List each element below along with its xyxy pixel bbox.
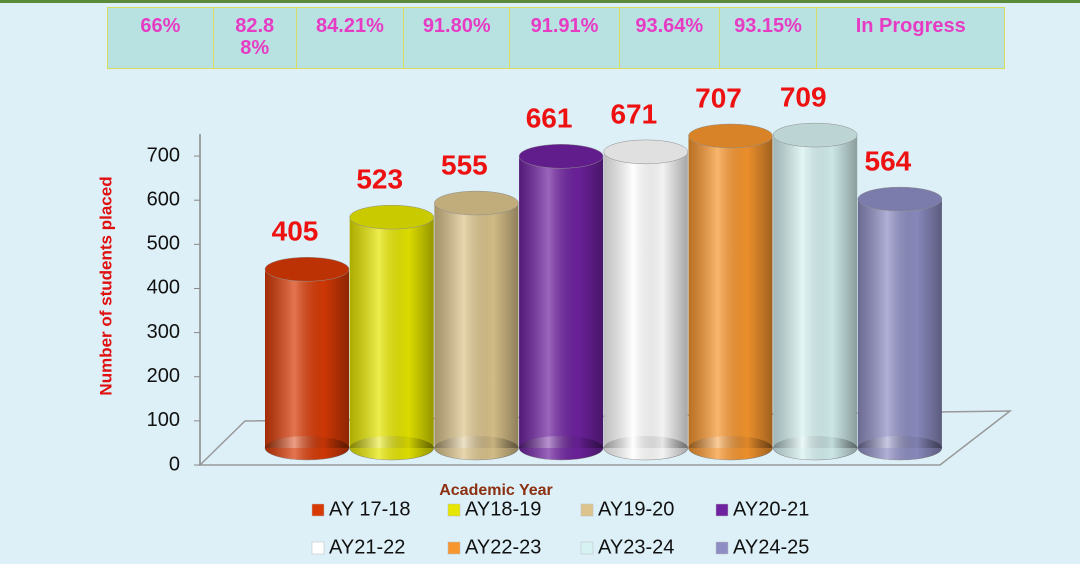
cylinder-shade [265,269,349,448]
data-label: 523 [356,164,403,195]
cylinder-shade [688,135,773,448]
legend-label: AY22-23 [465,536,541,558]
data-label: 671 [610,98,657,129]
cylinder-shade [857,199,942,448]
legend-swatch [311,503,325,517]
legend-swatch [715,541,729,555]
legend-label: AY23-24 [598,536,674,558]
cylinder-top-shade [265,257,349,282]
table-cell: 93.64% [620,8,720,68]
floor [198,410,1013,466]
chart: Number of students placed Academic Year … [96,81,1013,558]
y-axis-title: Number of students placed [96,176,115,395]
table-cell: 84.21% [297,8,405,68]
data-label: 661 [526,103,573,134]
legend-label: AY19-20 [598,498,674,520]
cylinder-shade [773,135,858,448]
legend-label: AY18-19 [465,498,541,520]
y-tick-label: 100 [147,409,180,431]
cylinder-base-shade [857,436,942,460]
legend-swatch [447,503,461,517]
cylinder-base-shade [265,436,349,460]
cylinder-top [349,204,434,230]
data-label: 709 [780,81,827,112]
cylinder-top-shade [349,205,434,230]
table-cell: 93.15% [720,8,818,68]
y-tick-label: 700 [147,144,180,166]
cylinder-top [264,257,350,282]
cylinder-base-shade [773,436,858,460]
cylinder-base-shade [349,436,434,460]
legend-label: AY21-22 [329,536,405,558]
legend-label: AY 17-18 [329,498,411,520]
legend-swatch [580,503,594,517]
data-label: 405 [272,216,319,247]
cylinder-top [688,123,773,149]
legend-swatch [311,541,325,555]
y-tick-label: 200 [147,365,180,387]
cylinder-top-shade [434,191,519,216]
cylinder-base-shade [603,436,688,460]
data-label: 707 [695,82,742,113]
table-cell: 66% [108,8,214,68]
x-axis-title: Academic Year [439,482,553,499]
cylinder-base-shade [434,436,519,460]
data-label: 564 [865,145,912,176]
y-tick-label: 600 [147,188,180,210]
y-tick-label: 300 [147,321,180,343]
legend-label: AY24-25 [733,536,809,558]
table-cell: 91.80% [404,8,511,68]
placement-table: 66% 82.88% 84.21% 91.80% 91.91% 93.64% 9… [107,7,1005,69]
table-cell: In Progress [855,15,966,37]
cylinder-shade [349,217,434,448]
cylinder-top [518,144,604,169]
cylinder-base-shade [519,436,604,460]
cylinder-top [857,186,943,212]
cylinder-top-shade [857,187,942,212]
legend-swatch [715,503,729,517]
cylinder-top [603,139,689,165]
cylinder-top [772,122,858,148]
y-tick-label: 0 [169,453,180,475]
cylinder-shade [519,156,604,448]
cylinder-top-shade [688,123,773,148]
cylinder-base-shade [688,436,773,460]
legend-swatch [580,541,594,555]
legend-swatch [447,541,461,555]
cylinder-top-shade [519,144,604,169]
cylinder-shade [434,203,519,448]
cylinder-shade [603,151,688,448]
table-cell: 91.91% [510,8,620,68]
table-cell: 82.88% [214,8,297,68]
data-label: 555 [441,149,488,180]
y-tick-label: 400 [147,277,180,299]
y-tick-label: 500 [147,233,180,255]
cylinder-top-shade [603,139,688,164]
cylinder-top [434,190,519,216]
legend-label: AY20-21 [733,498,809,520]
cylinder-top-shade [773,123,858,148]
